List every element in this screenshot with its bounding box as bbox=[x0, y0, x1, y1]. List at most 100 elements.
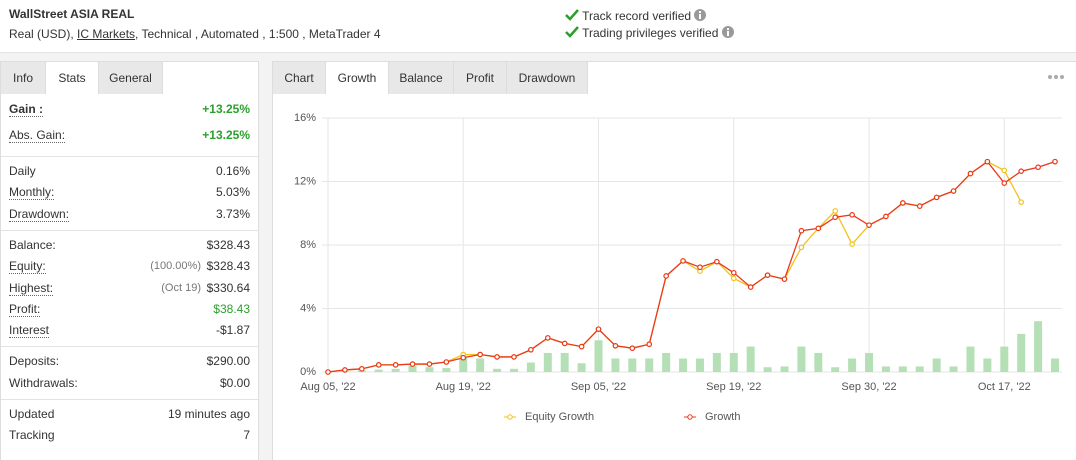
point bbox=[900, 200, 906, 206]
stat-label: Deposits: bbox=[9, 354, 60, 369]
bar bbox=[797, 346, 806, 372]
bar bbox=[476, 358, 485, 372]
tab[interactable]: Drawdown bbox=[507, 62, 588, 94]
tab[interactable]: Stats bbox=[46, 62, 99, 94]
bar bbox=[881, 366, 890, 372]
tab[interactable]: Profit bbox=[454, 62, 507, 94]
point bbox=[494, 354, 500, 360]
bar bbox=[459, 357, 468, 372]
point bbox=[747, 284, 754, 290]
point bbox=[646, 341, 653, 348]
separator bbox=[1, 399, 258, 400]
bar bbox=[526, 362, 535, 372]
bar bbox=[712, 352, 721, 372]
x-tick-label: Aug 05, '22 bbox=[300, 381, 355, 393]
tab[interactable]: General bbox=[99, 62, 163, 94]
separator bbox=[1, 346, 258, 348]
stat-label: Monthly: bbox=[9, 185, 55, 201]
bar bbox=[983, 358, 992, 372]
point bbox=[849, 241, 855, 248]
point bbox=[1001, 167, 1008, 174]
point bbox=[916, 203, 923, 209]
point bbox=[815, 225, 822, 232]
legend-label: Growth bbox=[705, 411, 740, 423]
bar bbox=[729, 352, 738, 372]
bar bbox=[1000, 346, 1009, 372]
stat-value: 19 minutes ago bbox=[167, 407, 250, 421]
bar bbox=[662, 352, 671, 372]
stat-label: Gain : bbox=[9, 102, 44, 117]
bar bbox=[577, 363, 586, 372]
bar bbox=[949, 366, 958, 372]
point bbox=[359, 366, 365, 372]
bar bbox=[594, 340, 603, 372]
account-title: WallStreet ASIA REAL bbox=[9, 7, 135, 21]
bar bbox=[915, 366, 924, 372]
stat-label: Withdrawals: bbox=[9, 375, 78, 390]
info-icon[interactable] bbox=[721, 26, 734, 38]
point bbox=[544, 335, 551, 341]
stat-value: +13.25% bbox=[202, 102, 250, 116]
bar bbox=[1017, 333, 1026, 372]
x-tick-label: Aug 19, '22 bbox=[436, 381, 491, 393]
point bbox=[950, 188, 957, 194]
y-tick-label: 16% bbox=[294, 112, 316, 124]
point bbox=[426, 361, 433, 367]
y-tick-label: 8% bbox=[300, 239, 316, 251]
point bbox=[1018, 199, 1024, 205]
subtitle: Real (USD), IC Markets, Technical , Auto… bbox=[9, 27, 381, 41]
point bbox=[798, 227, 805, 234]
stat-label: Abs. Gain: bbox=[9, 128, 66, 143]
point bbox=[443, 359, 450, 365]
y-tick-label: 0% bbox=[300, 366, 316, 378]
info-icon[interactable] bbox=[694, 9, 707, 21]
menu-icon[interactable] bbox=[1048, 74, 1064, 80]
bar bbox=[425, 367, 434, 372]
point bbox=[730, 275, 737, 282]
legend-label: Equity Growth bbox=[525, 411, 594, 423]
point bbox=[832, 208, 839, 214]
chart: 0% 4% 8% 12% 16% Aug 05, '22 Aug 19, '22 Sep 05… bbox=[294, 112, 1062, 423]
badge: Track record verified bbox=[565, 9, 707, 23]
bar bbox=[493, 368, 502, 372]
check-icon bbox=[565, 26, 579, 38]
stat-value: $0.00 bbox=[219, 375, 250, 390]
y-tick-label: 4% bbox=[300, 302, 316, 314]
stat-note: (Oct 19) bbox=[161, 281, 201, 294]
bar bbox=[763, 367, 772, 372]
point bbox=[375, 362, 382, 368]
broker-link[interactable]: IC Markets bbox=[77, 27, 136, 41]
point bbox=[561, 340, 568, 347]
stat-value: $38.43 bbox=[213, 301, 250, 316]
tab[interactable]: Balance bbox=[389, 62, 454, 94]
point bbox=[1052, 158, 1058, 165]
badge-text: Track record verified bbox=[582, 9, 692, 23]
stat-value: $328.43 bbox=[206, 237, 250, 252]
point bbox=[883, 213, 889, 220]
bar bbox=[814, 352, 823, 372]
stat-label: Updated bbox=[9, 407, 55, 421]
badge-text: Trading privileges verified bbox=[582, 26, 719, 40]
bar bbox=[509, 368, 518, 372]
y-tick-label: 12% bbox=[294, 175, 316, 187]
bar bbox=[898, 366, 907, 372]
tab[interactable]: Info bbox=[1, 62, 46, 94]
badge: Trading privileges verified bbox=[565, 26, 734, 40]
point bbox=[933, 194, 940, 201]
point bbox=[578, 343, 585, 350]
point bbox=[984, 158, 991, 165]
stat-note: (100.00%) bbox=[150, 260, 201, 273]
stat-label: Equity: bbox=[9, 259, 46, 275]
tab[interactable]: Chart bbox=[273, 62, 326, 94]
bar bbox=[932, 358, 941, 372]
point bbox=[1001, 180, 1008, 186]
point bbox=[663, 273, 669, 279]
separator bbox=[1, 156, 258, 157]
stat-label: Balance: bbox=[9, 237, 56, 252]
separator bbox=[1, 229, 258, 231]
check-icon bbox=[565, 9, 579, 21]
bar bbox=[1034, 321, 1043, 372]
stat-value: 0.16% bbox=[215, 164, 250, 178]
point bbox=[460, 354, 467, 361]
tab[interactable]: Growth bbox=[326, 62, 389, 94]
